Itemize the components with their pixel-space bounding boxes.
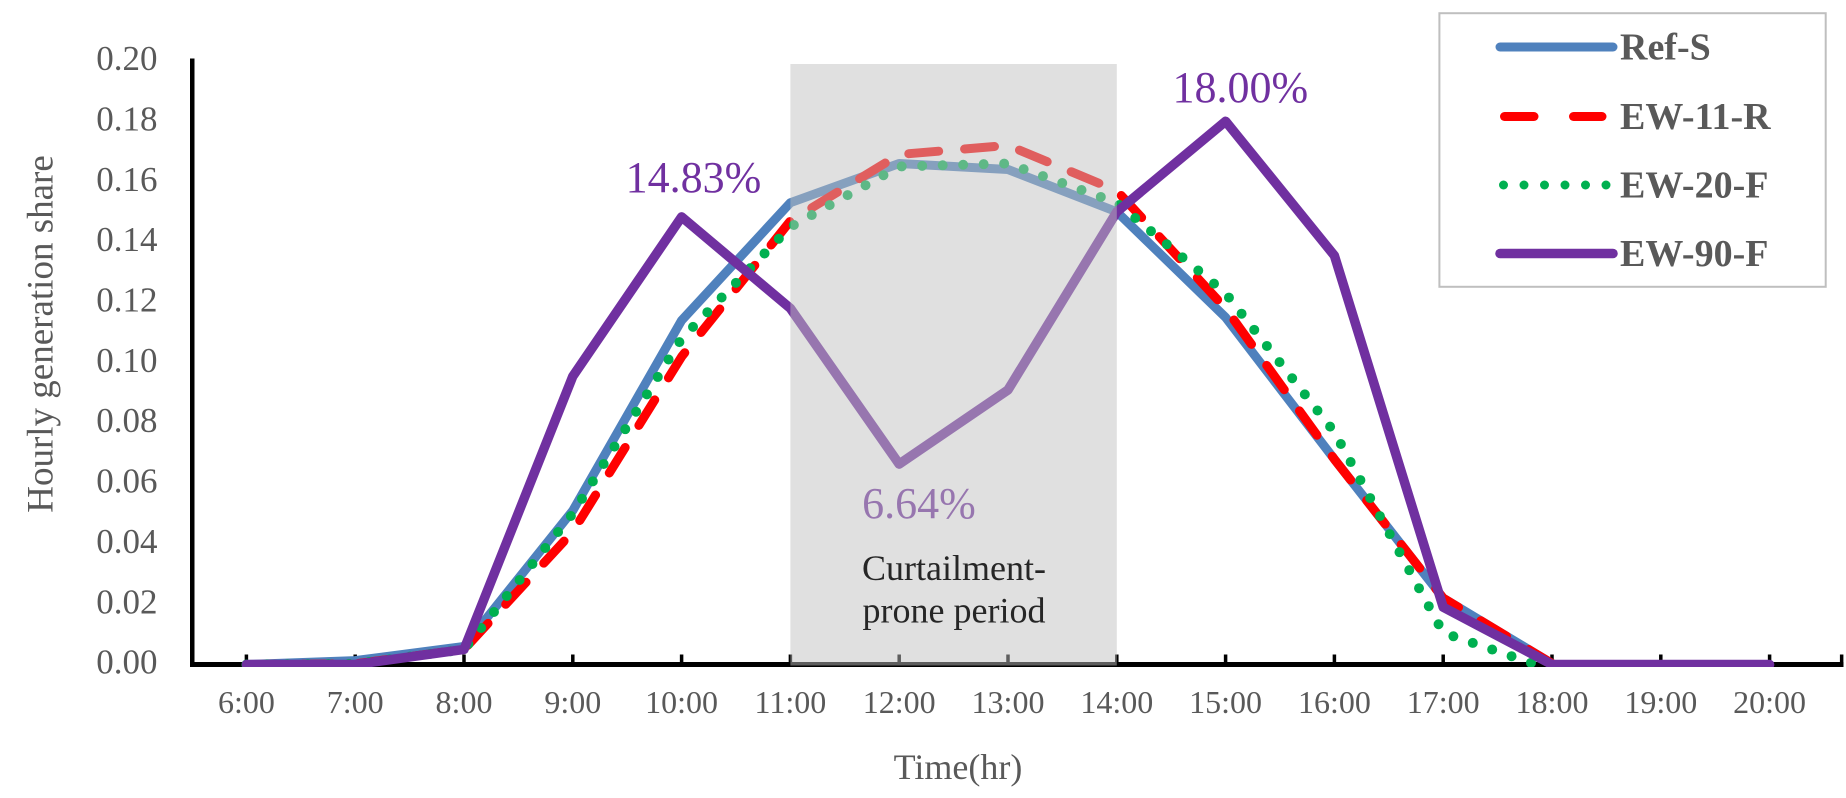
svg-text:EW-11-R: EW-11-R <box>1620 96 1771 138</box>
svg-text:10:00: 10:00 <box>645 684 718 720</box>
svg-text:prone period: prone period <box>863 590 1046 630</box>
svg-text:18.00%: 18.00% <box>1172 63 1308 112</box>
svg-text:0.16: 0.16 <box>96 160 157 199</box>
svg-text:9:00: 9:00 <box>544 684 601 720</box>
svg-text:12:00: 12:00 <box>863 684 936 720</box>
svg-text:Curtailment-: Curtailment- <box>862 548 1046 588</box>
svg-text:14.83%: 14.83% <box>626 153 762 202</box>
svg-text:11:00: 11:00 <box>755 684 827 720</box>
svg-text:0.06: 0.06 <box>96 462 157 501</box>
svg-text:0.10: 0.10 <box>96 341 157 380</box>
svg-text:7:00: 7:00 <box>327 684 384 720</box>
svg-text:Hourly generation share: Hourly generation share <box>21 155 62 513</box>
svg-text:17:00: 17:00 <box>1407 684 1480 720</box>
svg-text:18:00: 18:00 <box>1516 684 1589 720</box>
svg-text:8:00: 8:00 <box>436 684 493 720</box>
svg-text:0.14: 0.14 <box>96 220 157 259</box>
svg-text:14:00: 14:00 <box>1080 684 1153 720</box>
svg-text:13:00: 13:00 <box>972 684 1045 720</box>
svg-text:16:00: 16:00 <box>1298 684 1371 720</box>
svg-text:Ref-S: Ref-S <box>1620 27 1711 69</box>
svg-text:6:00: 6:00 <box>218 684 275 720</box>
svg-text:0.04: 0.04 <box>96 522 157 561</box>
svg-text:0.00: 0.00 <box>96 643 157 682</box>
svg-text:EW-20-F: EW-20-F <box>1620 165 1768 207</box>
svg-text:0.18: 0.18 <box>96 100 157 139</box>
svg-text:Time(hr): Time(hr) <box>894 747 1023 787</box>
svg-text:20:00: 20:00 <box>1733 684 1806 720</box>
svg-text:15:00: 15:00 <box>1189 684 1262 720</box>
svg-text:6.64%: 6.64% <box>862 479 976 528</box>
svg-text:0.02: 0.02 <box>96 582 157 621</box>
svg-text:19:00: 19:00 <box>1624 684 1697 720</box>
svg-text:0.12: 0.12 <box>96 281 157 320</box>
svg-text:EW-90-F: EW-90-F <box>1620 233 1768 275</box>
svg-text:0.20: 0.20 <box>96 39 157 78</box>
svg-text:0.08: 0.08 <box>96 401 157 440</box>
